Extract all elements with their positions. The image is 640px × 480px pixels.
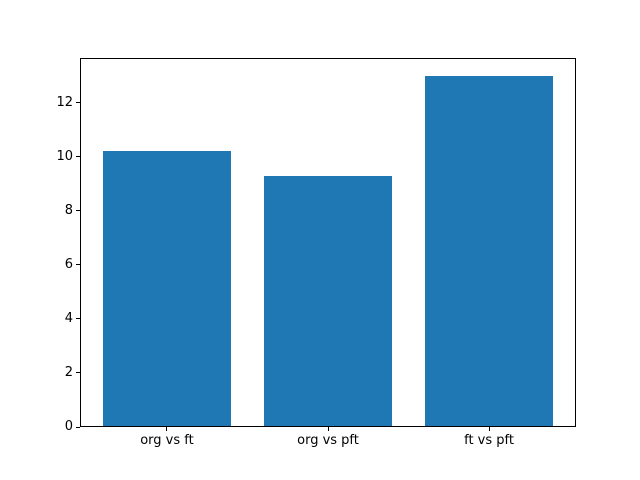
x-tick-mark [166,427,168,431]
x-tick-label: ft vs pft [464,433,514,448]
x-tick-label: org vs ft [140,433,194,448]
bar-ft-vs-pft [424,75,554,427]
y-tick-mark [76,318,80,320]
y-tick-label: 8 [64,202,73,218]
y-tick-mark [76,426,80,428]
y-tick-mark [76,264,80,266]
y-tick-label: 0 [64,419,73,434]
x-tick-mark [327,427,329,431]
y-tick-label: 4 [64,310,73,326]
x-tick-mark [488,427,490,431]
y-tick-mark [76,372,80,374]
y-tick-mark [76,210,80,212]
y-tick-label: 10 [56,148,73,164]
y-tick-mark [76,102,80,104]
x-tick-label: org vs pft [297,433,359,448]
y-tick-label: 6 [64,256,73,272]
plot-area [80,58,576,427]
y-tick-mark [76,156,80,158]
bar-org-vs-pft [263,175,393,427]
bar-org-vs-ft [102,151,232,427]
y-tick-label: 12 [56,94,73,110]
y-tick-label: 2 [64,364,73,380]
